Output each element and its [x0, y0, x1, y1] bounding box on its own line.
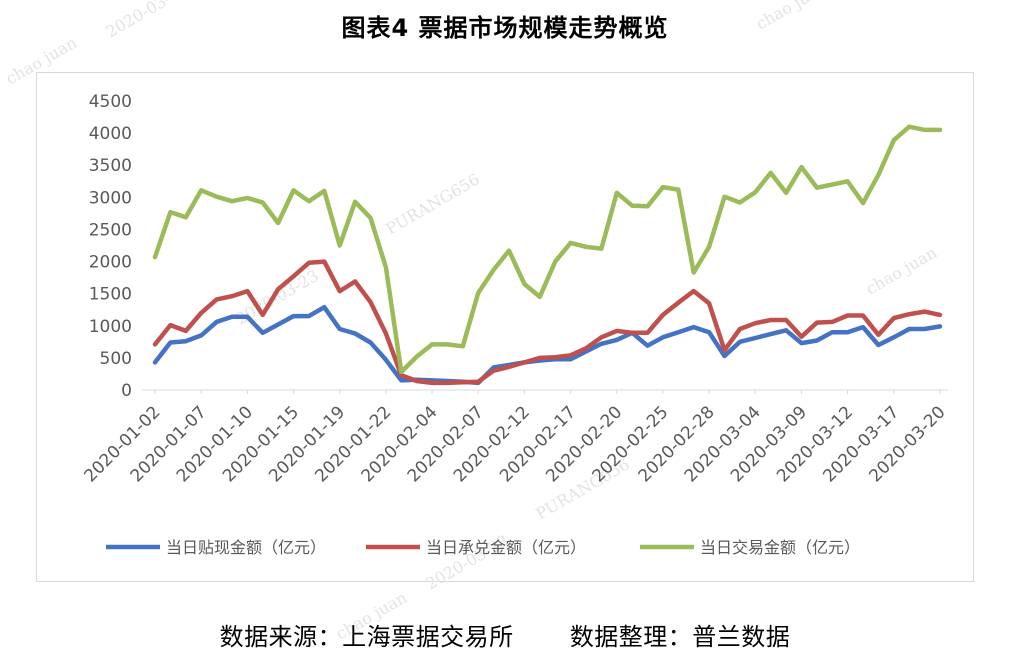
y-tick-label: 0 [121, 381, 132, 401]
legend-label-discount: 当日贴现金额（亿元） [166, 538, 326, 557]
watermark-text: chao juan [753, 0, 831, 33]
legend: 当日贴现金额（亿元） 当日承兑金额（亿元） 当日交易金额（亿元） [106, 538, 860, 557]
watermark-text: chao juan [3, 33, 81, 89]
data-source: 数据来源：上海票据交易所 [219, 623, 514, 651]
y-axis-ticks: 0 500 1000 1500 2000 2500 3000 3500 4000 4500 [89, 92, 132, 401]
y-tick-label: 1000 [89, 317, 132, 337]
watermark-text: chao juan [863, 243, 941, 299]
y-tick-label: 3000 [89, 188, 132, 208]
series-line-discount [152, 304, 943, 386]
y-tick-label: 2000 [89, 253, 132, 273]
source-note: 数据来源：上海票据交易所 数据整理：普兰数据 [0, 617, 1010, 652]
watermark-text: PURANG656 [383, 170, 483, 239]
series-line-trading [152, 124, 943, 375]
watermark-text: 2020-03-23 [233, 266, 322, 329]
x-axis-ticks: 2020-01-022020-01-072020-01-102020-01-15… [81, 390, 950, 486]
legend-label-acceptance: 当日承兑金额（亿元） [426, 538, 586, 557]
y-tick-label: 3500 [89, 156, 132, 176]
y-tick-label: 4000 [89, 124, 132, 144]
watermark-text: 2020-03- [103, 0, 175, 41]
y-tick-label: 1500 [89, 285, 132, 305]
chart-title: 图表4 票据市场规模走势概览 [341, 14, 669, 42]
chart-frame [36, 72, 974, 582]
data-compiler: 数据整理：普兰数据 [569, 623, 791, 651]
legend-label-trading: 当日交易金额（亿元） [700, 538, 860, 557]
y-tick-label: 4500 [89, 92, 132, 112]
series-layer [152, 124, 943, 386]
y-tick-label: 2500 [89, 220, 132, 240]
series-line-acceptance [152, 259, 943, 386]
y-tick-label: 500 [100, 349, 132, 369]
